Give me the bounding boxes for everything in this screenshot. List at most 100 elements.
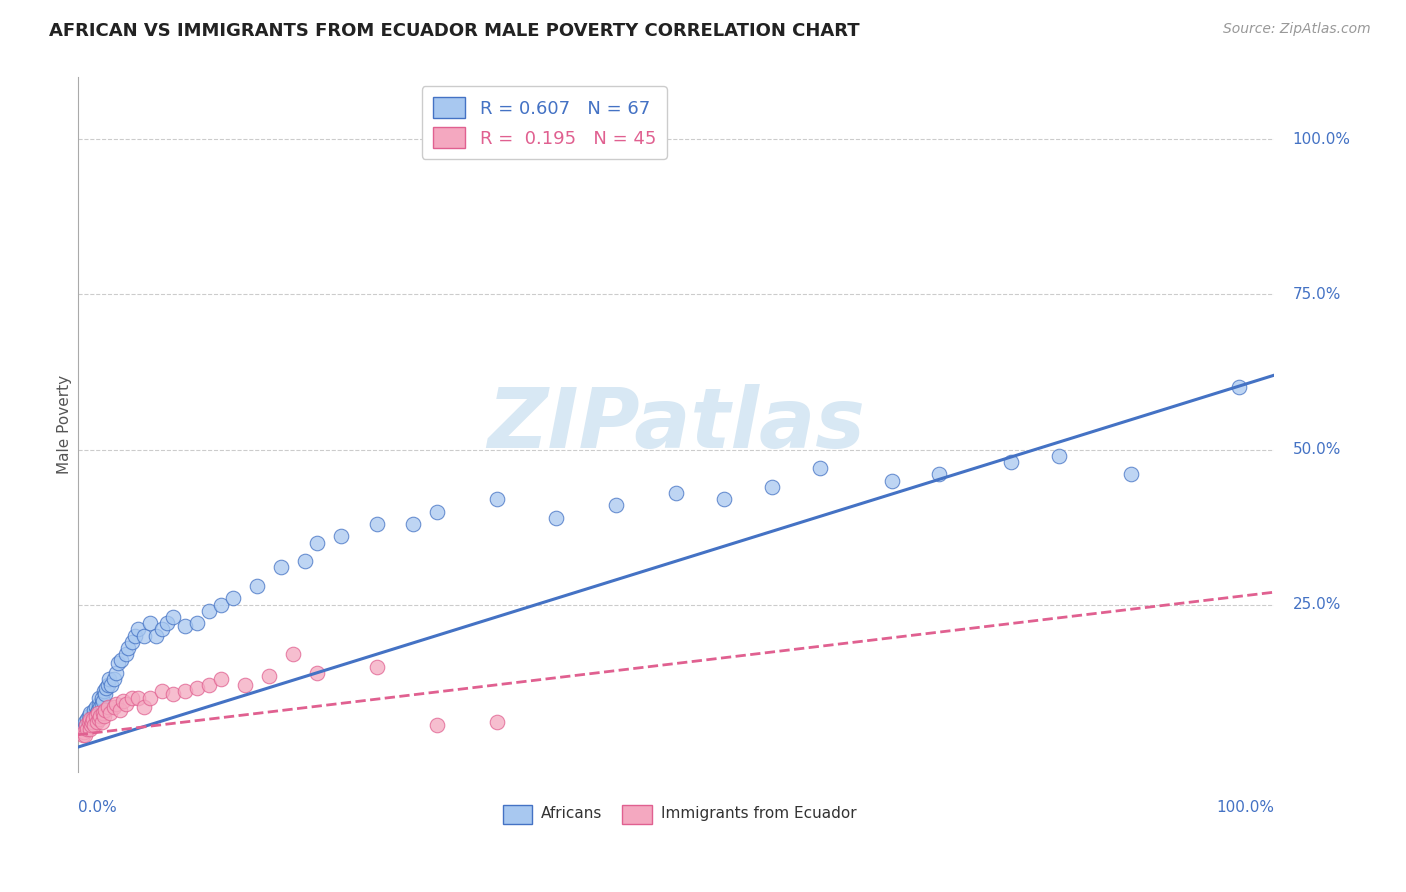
- Point: [162, 610, 184, 624]
- Point: [209, 598, 232, 612]
- FancyBboxPatch shape: [502, 805, 533, 824]
- Point: [93, 684, 115, 698]
- Point: [82, 709, 104, 723]
- Point: [246, 579, 269, 593]
- Point: [82, 712, 104, 726]
- Point: [79, 706, 101, 720]
- Point: [100, 678, 122, 692]
- Point: [127, 690, 149, 705]
- Y-axis label: Male Poverty: Male Poverty: [58, 376, 72, 475]
- Text: 50.0%: 50.0%: [1292, 442, 1341, 457]
- Point: [366, 516, 388, 531]
- Point: [77, 715, 100, 730]
- Point: [209, 672, 232, 686]
- Point: [1119, 467, 1142, 482]
- Point: [546, 510, 568, 524]
- Point: [426, 718, 449, 732]
- Point: [90, 690, 112, 705]
- Point: [114, 647, 136, 661]
- Text: 25.0%: 25.0%: [1292, 597, 1341, 612]
- Point: [114, 697, 136, 711]
- Point: [97, 672, 120, 686]
- Point: [89, 712, 111, 726]
- Point: [145, 628, 167, 642]
- Point: [94, 688, 117, 702]
- Point: [103, 672, 125, 686]
- Point: [307, 535, 329, 549]
- Point: [73, 724, 96, 739]
- Point: [90, 715, 112, 730]
- Point: [86, 706, 108, 720]
- Point: [90, 697, 112, 711]
- Point: [281, 647, 304, 661]
- Point: [103, 699, 125, 714]
- Point: [132, 699, 155, 714]
- Point: [73, 715, 96, 730]
- Point: [257, 669, 280, 683]
- Point: [928, 467, 950, 482]
- Point: [880, 474, 903, 488]
- Point: [89, 697, 111, 711]
- Point: [127, 623, 149, 637]
- Point: [75, 718, 97, 732]
- Point: [76, 722, 98, 736]
- Point: [89, 690, 111, 705]
- Point: [174, 619, 197, 633]
- Point: [150, 623, 173, 637]
- Point: [93, 709, 115, 723]
- Point: [108, 703, 131, 717]
- Point: [121, 690, 143, 705]
- Point: [605, 499, 627, 513]
- Point: [110, 653, 132, 667]
- Point: [105, 697, 128, 711]
- Point: [86, 715, 108, 730]
- Point: [402, 516, 425, 531]
- Point: [156, 616, 179, 631]
- Text: Africans: Africans: [541, 806, 602, 822]
- Point: [87, 703, 110, 717]
- Point: [198, 678, 221, 692]
- Point: [1000, 455, 1022, 469]
- Point: [89, 709, 111, 723]
- Text: 100.0%: 100.0%: [1216, 800, 1274, 814]
- Text: Immigrants from Ecuador: Immigrants from Ecuador: [661, 806, 856, 822]
- Point: [98, 706, 121, 720]
- FancyBboxPatch shape: [623, 805, 652, 824]
- Point: [84, 699, 107, 714]
- Point: [121, 634, 143, 648]
- Text: 75.0%: 75.0%: [1292, 287, 1341, 302]
- Legend: R = 0.607   N = 67, R =  0.195   N = 45: R = 0.607 N = 67, R = 0.195 N = 45: [422, 87, 666, 159]
- Point: [485, 715, 508, 730]
- Text: 100.0%: 100.0%: [1292, 132, 1350, 147]
- Point: [94, 703, 117, 717]
- Point: [132, 628, 155, 642]
- Point: [1227, 380, 1250, 394]
- Text: Source: ZipAtlas.com: Source: ZipAtlas.com: [1223, 22, 1371, 37]
- Point: [82, 712, 104, 726]
- Point: [270, 560, 292, 574]
- Point: [97, 678, 120, 692]
- Point: [665, 486, 688, 500]
- Point: [79, 715, 101, 730]
- Point: [426, 504, 449, 518]
- Text: 0.0%: 0.0%: [77, 800, 117, 814]
- Point: [89, 699, 111, 714]
- Point: [80, 718, 103, 732]
- Point: [222, 591, 245, 606]
- Point: [77, 709, 100, 723]
- Point: [73, 722, 96, 736]
- Point: [112, 693, 135, 707]
- Point: [485, 492, 508, 507]
- Point: [150, 684, 173, 698]
- Point: [138, 690, 160, 705]
- Point: [72, 728, 94, 742]
- Point: [73, 728, 96, 742]
- Point: [83, 718, 105, 732]
- Text: AFRICAN VS IMMIGRANTS FROM ECUADOR MALE POVERTY CORRELATION CHART: AFRICAN VS IMMIGRANTS FROM ECUADOR MALE …: [49, 22, 860, 40]
- Point: [91, 693, 114, 707]
- Point: [186, 681, 208, 696]
- Point: [105, 665, 128, 680]
- Point: [198, 604, 221, 618]
- Point: [87, 706, 110, 720]
- Point: [330, 529, 353, 543]
